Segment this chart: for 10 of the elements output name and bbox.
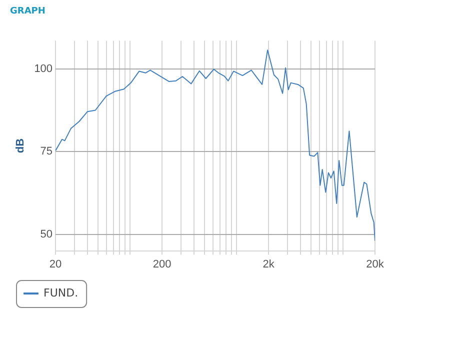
y-tick-label: 100 <box>34 62 53 75</box>
chart-title: GRAPH <box>10 6 46 17</box>
y-tick-label: 75 <box>40 146 53 158</box>
y-tick-label: 50 <box>40 228 53 240</box>
x-tick-label: 200 <box>152 258 172 270</box>
x-tick-label: 20k <box>366 258 384 270</box>
legend-label: FUND. <box>44 286 78 300</box>
x-tick-label: 2k <box>262 258 275 270</box>
y-axis-title: dB <box>14 138 27 154</box>
x-tick-label: 20 <box>49 258 62 270</box>
